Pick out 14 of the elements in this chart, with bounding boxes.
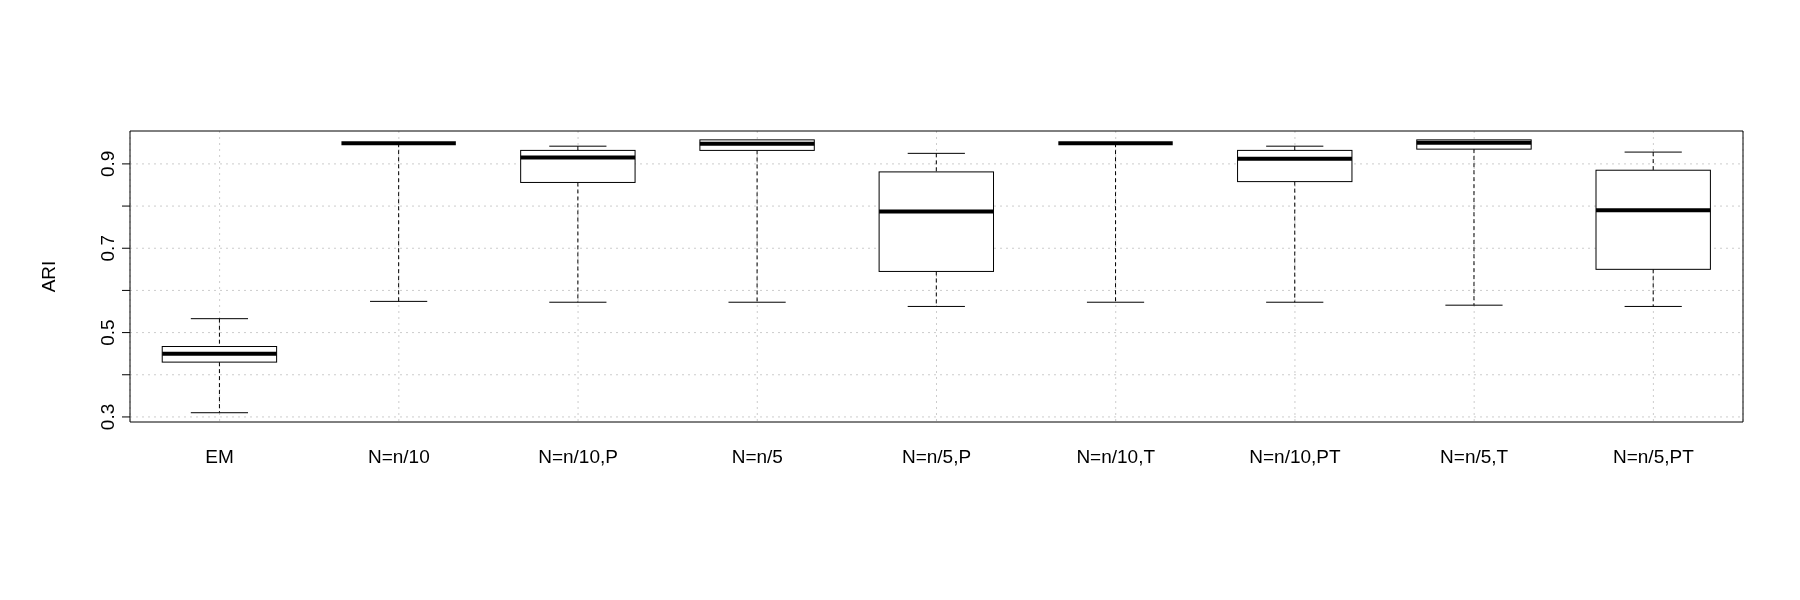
x-tick-label: N=n/5 <box>731 446 783 468</box>
y-tick-label: 0.9 <box>97 150 118 178</box>
x-tick-label: N=n/10,PT <box>1249 446 1342 468</box>
y-tick-label: 0.3 <box>97 403 118 431</box>
x-tick-label: N=n/5,P <box>901 446 972 468</box>
x-tick-label: EM <box>205 446 234 468</box>
y-axis-title: ARI <box>37 260 59 293</box>
x-tick-label: N=n/5,PT <box>1612 446 1695 468</box>
x-tick-label: N=n/10,P <box>538 446 618 468</box>
x-tick-label: N=n/5,T <box>1440 446 1509 468</box>
x-tick-label: N=n/10 <box>367 446 430 468</box>
y-tick-label: 0.7 <box>97 235 118 262</box>
x-tick-label: N=n/10,T <box>1076 446 1156 468</box>
y-tick-label: 0.5 <box>97 319 118 346</box>
